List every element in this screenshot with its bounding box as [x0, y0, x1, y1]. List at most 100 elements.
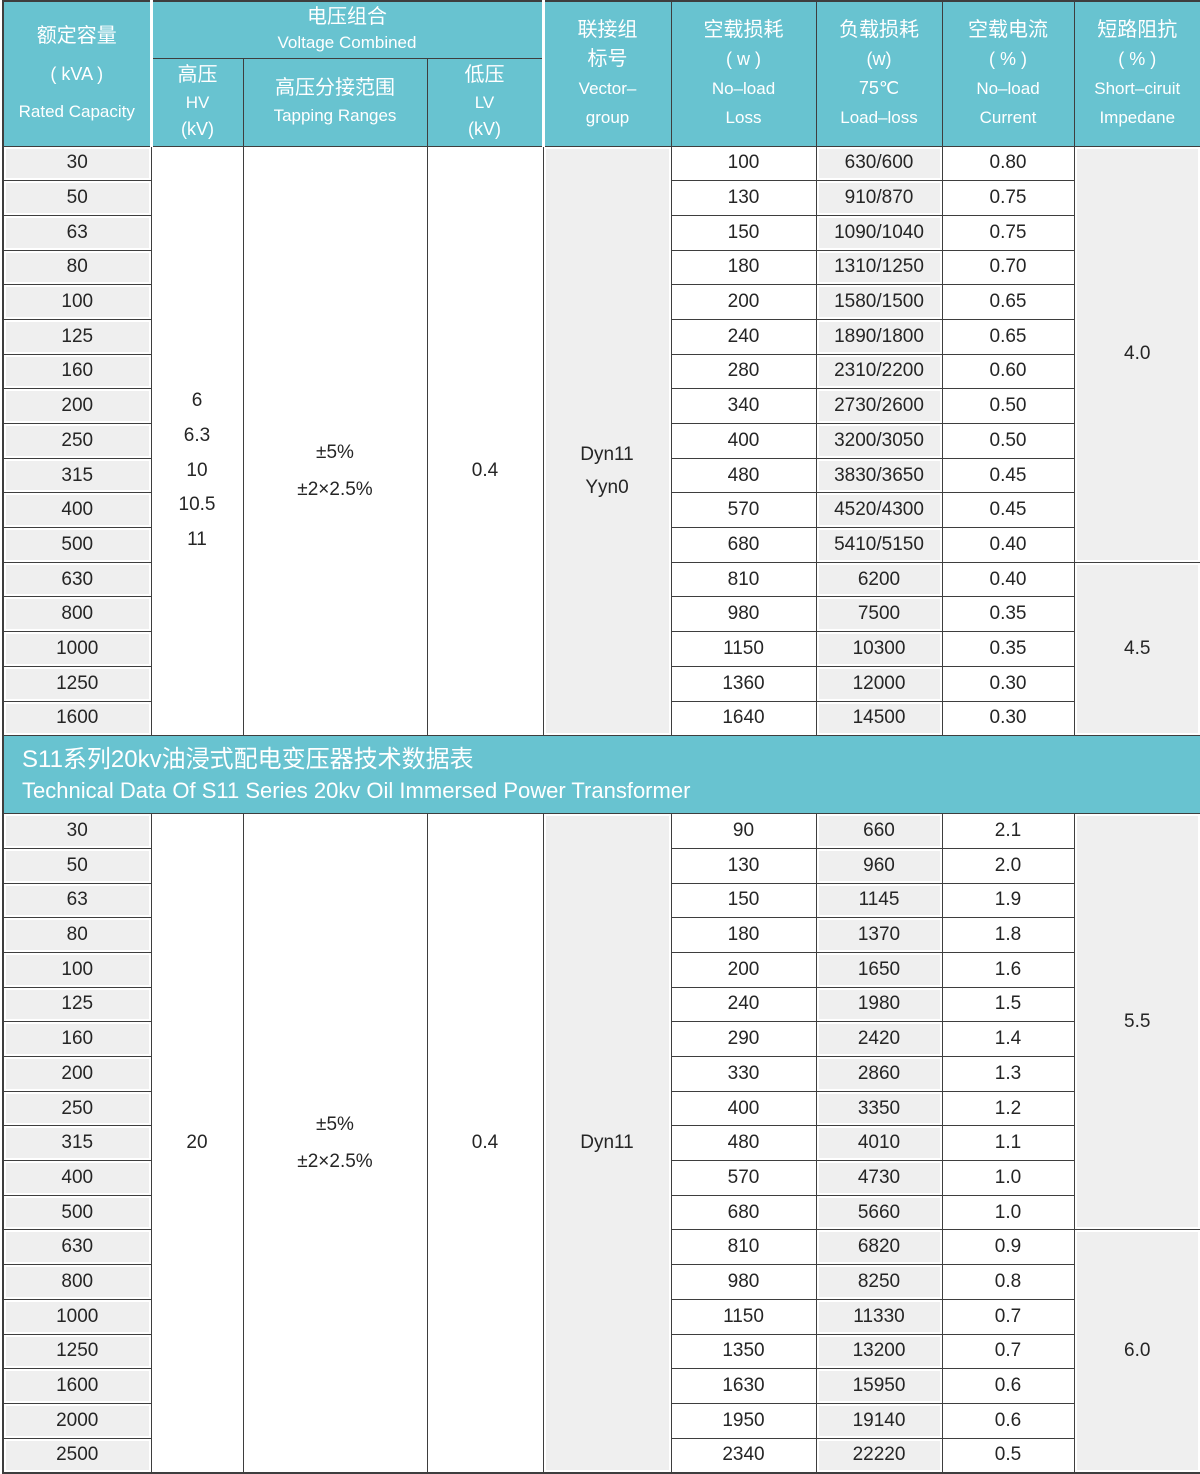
load-loss-cell: 4520/4300 [815, 492, 943, 529]
no-load-loss-cell: 330 [670, 1056, 817, 1092]
load-loss-cell: 12000 [815, 665, 943, 702]
load-loss-cell: 3350 [815, 1090, 943, 1127]
load-loss-cell: 2420 [815, 1021, 943, 1057]
no-load-loss-cell: 1150 [670, 631, 817, 667]
table-row: 30 20 ±5% ±2×2.5% 0.4 Dyn11 90 660 2.1 5.5 [2, 813, 1200, 1474]
tapping-range-cell-lines: ±5% ±2×2.5% [244, 434, 426, 508]
no-load-current-cell: 1.0 [941, 1160, 1075, 1196]
capacity-cell: 250 [2, 1090, 152, 1127]
tapping-range-cell-lines: ±5% ±2×2.5% [244, 1106, 426, 1180]
load-loss-cell: 6820 [815, 1229, 943, 1266]
no-load-loss-cell: 1950 [670, 1402, 817, 1439]
no-load-loss-cell: 100 [670, 145, 817, 182]
table-row: 315 480 4010 1.1 [2, 1125, 1200, 1162]
header-line-en: No–load [711, 78, 776, 98]
capacity-cell: 1000 [2, 1298, 152, 1335]
no-load-loss-cell: 570 [670, 492, 817, 529]
no-load-current-cell: 0.9 [941, 1229, 1075, 1266]
no-load-loss-cell: 400 [670, 423, 817, 459]
no-load-current-cell: 0.6 [941, 1368, 1075, 1404]
no-load-current-cell: 0.45 [941, 492, 1075, 529]
table-row: 100 200 1650 1.6 [2, 951, 1200, 988]
no-load-current-cell: 0.65 [941, 318, 1075, 355]
capacity-cell: 80 [2, 917, 152, 953]
no-load-loss-cell: 400 [670, 1090, 817, 1127]
capacity-cell: 500 [2, 1194, 152, 1231]
header-line-en: Current [979, 107, 1037, 127]
capacity-cell: 125 [2, 318, 152, 355]
no-load-loss-cell: 200 [670, 951, 817, 988]
no-load-loss-cell: 280 [670, 353, 817, 390]
header-line-unit: (kV) [468, 118, 501, 139]
impedance-cell: 5.5 [1073, 813, 1200, 1231]
capacity-cell: 200 [2, 1056, 152, 1092]
load-loss-cell: 1580/1500 [815, 284, 943, 320]
table-row: 400 570 4520/4300 0.45 [2, 492, 1200, 529]
no-load-current-cell: 0.70 [941, 249, 1075, 286]
capacity-cell: 315 [2, 1125, 152, 1162]
tapping-range-cell-line: ±2×2.5% [297, 1150, 373, 1172]
hv-cell-line: 6 [191, 390, 203, 412]
header-line-zh: 空载电流 [968, 18, 1048, 41]
table-row: 160 280 2310/2200 0.60 [2, 353, 1200, 390]
lv-cell-lines: 0.4 [428, 459, 542, 483]
no-load-current-cell: 0.6 [941, 1402, 1075, 1439]
vector-group-cell-line: Yyn0 [585, 476, 629, 498]
no-load-loss-cell: 680 [670, 1194, 817, 1231]
capacity-cell: 63 [2, 214, 152, 251]
banner-body: S11系列20kv油浸式配电变压器技术数据表 Technical Data Of… [2, 735, 1200, 815]
load-loss-cell: 19140 [815, 1402, 943, 1439]
no-load-loss-cell: 1630 [670, 1368, 817, 1404]
load-loss-cell: 1890/1800 [815, 318, 943, 355]
capacity-cell: 80 [2, 249, 152, 286]
no-load-loss-cell: 680 [670, 527, 817, 563]
header-line-en: Vector– [578, 78, 637, 98]
table-header: 额定容量 ( kVA ) Rated Capacity 电压组合 Voltage… [2, 0, 1200, 147]
capacity-cell: 160 [2, 353, 152, 390]
table-row: 630 810 6200 0.40 4.5 [2, 561, 1200, 737]
header-line-unit: ( kVA ) [50, 63, 104, 84]
impedance-cell: 4.5 [1073, 561, 1200, 737]
table-section-20kv: 30 20 ±5% ±2×2.5% 0.4 Dyn11 90 660 2.1 5.5 50 130 96… [2, 813, 1200, 1474]
capacity-cell: 160 [2, 1021, 152, 1057]
table-row: 630 810 6820 0.9 6.0 [2, 1229, 1200, 1474]
hv-cell: 20 [150, 813, 244, 1474]
no-load-current-cell: 0.60 [941, 353, 1075, 390]
no-load-loss-cell: 1150 [670, 1298, 817, 1335]
no-load-current-cell: 2.0 [941, 847, 1075, 884]
col-header-voltage-combined: 电压组合 Voltage Combined [149, 0, 545, 59]
tapping-range-cell: ±5% ±2×2.5% [242, 813, 428, 1474]
no-load-current-cell: 0.45 [941, 457, 1075, 494]
hv-cell-lines: 20 [152, 1126, 242, 1161]
no-load-loss-cell: 2340 [670, 1437, 817, 1474]
no-load-loss-cell: 1640 [670, 700, 817, 737]
col-header-no-load-loss: 空载损耗 ( w ) No–load Loss [670, 0, 817, 147]
no-load-loss-cell: 1350 [670, 1333, 817, 1370]
capacity-cell: 100 [2, 284, 152, 320]
col-header-lv: 低压 LV (kV) [426, 57, 545, 147]
no-load-loss-cell: 290 [670, 1021, 817, 1057]
no-load-current-cell: 0.35 [941, 596, 1075, 633]
vector-group-cell: Dyn11 [542, 813, 672, 1474]
capacity-cell: 1600 [2, 700, 152, 737]
capacity-cell: 400 [2, 492, 152, 529]
table-row: 400 570 4730 1.0 [2, 1160, 1200, 1196]
load-loss-cell: 1090/1040 [815, 214, 943, 251]
capacity-cell: 1600 [2, 1368, 152, 1404]
no-load-current-cell: 0.30 [941, 665, 1075, 702]
capacity-cell: 30 [2, 813, 152, 849]
table-row: 63 150 1090/1040 0.75 [2, 214, 1200, 251]
load-loss-cell: 11330 [815, 1298, 943, 1335]
no-load-current-cell: 1.1 [941, 1125, 1075, 1162]
no-load-current-cell: 1.5 [941, 986, 1075, 1023]
capacity-cell: 2500 [2, 1437, 152, 1474]
header-line-en: Voltage Combined [277, 32, 417, 52]
no-load-loss-cell: 480 [670, 457, 817, 494]
vector-group-cell-line: Dyn11 [580, 443, 634, 465]
header-line-en: Tapping Ranges [273, 106, 397, 125]
capacity-cell: 500 [2, 527, 152, 563]
table-row: 2500 2340 22220 0.5 [2, 1437, 1200, 1474]
no-load-loss-cell: 1360 [670, 665, 817, 702]
